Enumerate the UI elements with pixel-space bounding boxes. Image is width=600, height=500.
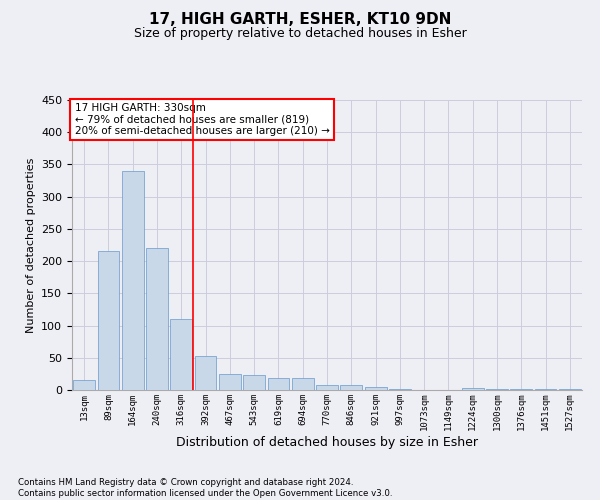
Bar <box>365 387 386 390</box>
Text: Contains HM Land Registry data © Crown copyright and database right 2024.
Contai: Contains HM Land Registry data © Crown c… <box>18 478 392 498</box>
Bar <box>511 388 532 390</box>
Bar <box>559 388 581 390</box>
Text: 17 HIGH GARTH: 330sqm
← 79% of detached houses are smaller (819)
20% of semi-det: 17 HIGH GARTH: 330sqm ← 79% of detached … <box>74 103 329 136</box>
Bar <box>219 374 241 390</box>
Bar <box>243 374 265 390</box>
Bar <box>462 388 484 390</box>
Bar <box>122 171 143 390</box>
Bar <box>194 356 217 390</box>
Bar <box>146 248 168 390</box>
Bar <box>170 319 192 390</box>
Bar <box>268 378 289 390</box>
Bar <box>316 385 338 390</box>
Bar <box>73 380 95 390</box>
X-axis label: Distribution of detached houses by size in Esher: Distribution of detached houses by size … <box>176 436 478 449</box>
Text: Size of property relative to detached houses in Esher: Size of property relative to detached ho… <box>134 28 466 40</box>
Text: 17, HIGH GARTH, ESHER, KT10 9DN: 17, HIGH GARTH, ESHER, KT10 9DN <box>149 12 451 28</box>
Bar <box>340 386 362 390</box>
Bar <box>292 378 314 390</box>
Bar <box>389 388 411 390</box>
Y-axis label: Number of detached properties: Number of detached properties <box>26 158 35 332</box>
Bar <box>486 388 508 390</box>
Bar <box>97 252 119 390</box>
